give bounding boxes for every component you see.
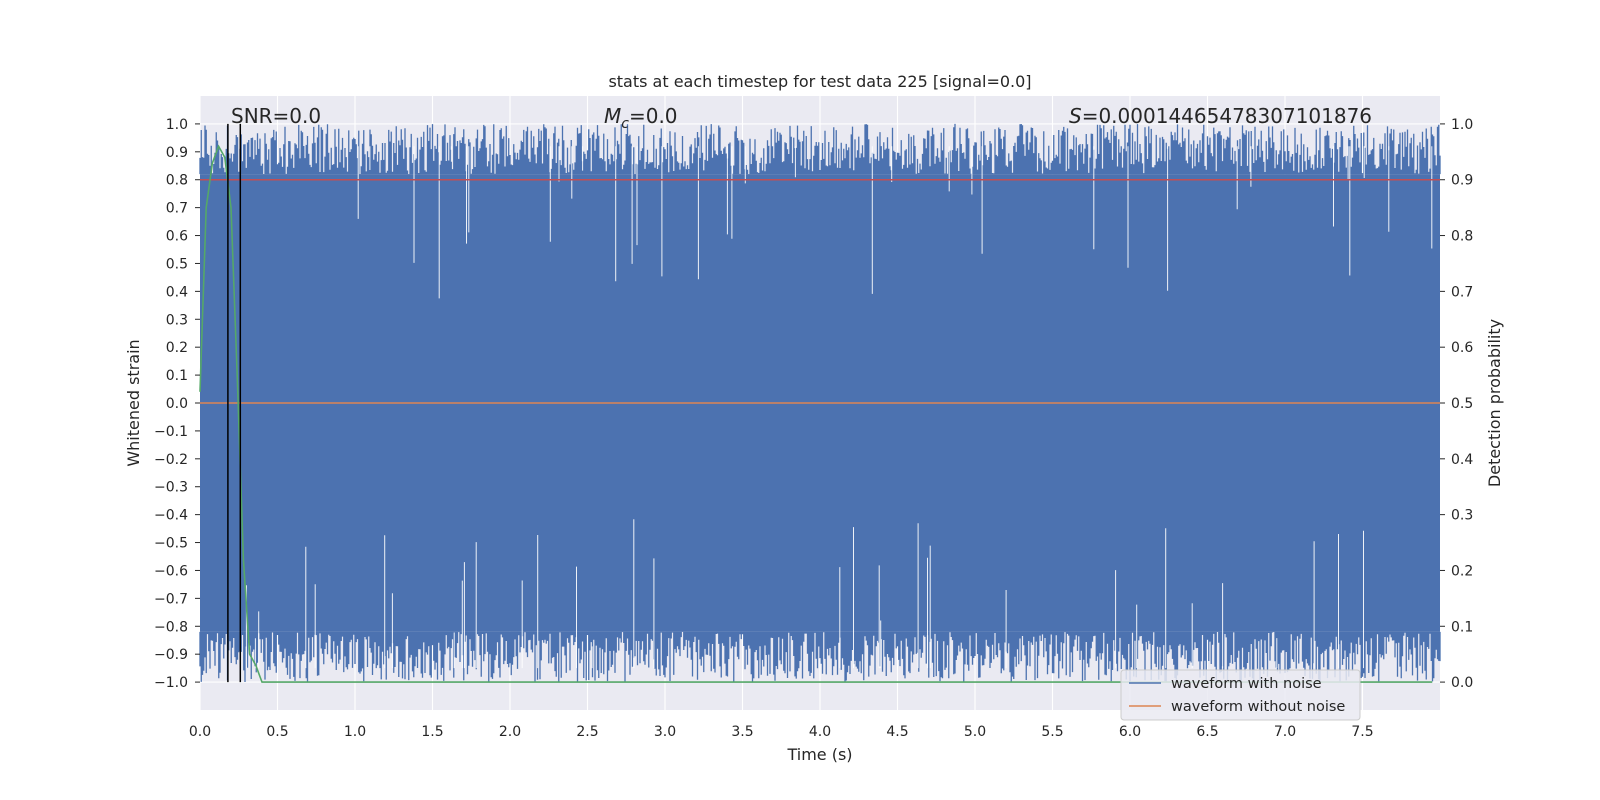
chirp-mass-annotation: Mc=0.0 <box>604 104 678 132</box>
y-tick-label: 0.3 <box>166 312 188 328</box>
x-tick-label: 6.5 <box>1196 724 1218 740</box>
x-tick-label: 7.5 <box>1351 724 1373 740</box>
y-tick-label: −0.7 <box>154 591 188 607</box>
y-tick-label: −1.0 <box>154 675 188 691</box>
y-right-tick-label: 0.0 <box>1451 675 1473 691</box>
x-tick-label: 4.0 <box>809 724 831 740</box>
y-right-tick-label: 0.9 <box>1451 173 1473 189</box>
y-tick-label: 0.5 <box>166 256 188 272</box>
chirp-mass-subscript: c <box>621 116 629 132</box>
noise-lower-peaks <box>199 631 1441 682</box>
legend-label-with-noise: waveform with noise <box>1171 676 1322 692</box>
legend: waveform with noise waveform without noi… <box>1120 669 1361 721</box>
y-tick-label: −0.4 <box>154 508 188 524</box>
y-tick-label: −0.9 <box>154 647 188 663</box>
y-tick-label: 0.9 <box>166 145 188 161</box>
noise-upper-peaks <box>199 123 1441 175</box>
score-symbol: S <box>1069 104 1082 128</box>
x-tick-label: 4.5 <box>886 724 908 740</box>
x-tick-label: 0.5 <box>266 724 288 740</box>
y-tick-label: 0.4 <box>166 284 188 300</box>
y-tick-label: −0.6 <box>154 563 188 579</box>
y-right-tick-label: 0.6 <box>1451 340 1473 356</box>
y-right-tick-label: 0.7 <box>1451 284 1473 300</box>
score-annotation: S=0.00014465478307101876 <box>1069 104 1372 128</box>
y-right-tick-label: 0.1 <box>1451 619 1473 635</box>
y-right-tick-label: 1.0 <box>1451 117 1473 133</box>
y-tick-labels: 1.0 0.9 0.8 0.7 0.6 0.5 0.4 0.3 0.2 0.1 0.0 −0.1 −0.… <box>154 117 200 691</box>
legend-label-without-noise: waveform without noise <box>1171 699 1345 715</box>
y-tick-label: −0.8 <box>154 619 188 635</box>
x-tick-label: 0.0 <box>189 724 211 740</box>
chart-title: stats at each timestep for test data 225… <box>608 72 1031 91</box>
y-tick-label: 0.1 <box>166 368 188 384</box>
noise-dips <box>245 146 1433 669</box>
chirp-mass-value: =0.0 <box>629 104 678 128</box>
x-tick-label: 3.0 <box>654 724 676 740</box>
x-tick-label: 5.5 <box>1041 724 1063 740</box>
snr-annotation: SNR=0.0 <box>231 104 321 128</box>
y-tick-label: 0.0 <box>166 396 188 412</box>
x-tick-label: 5.0 <box>964 724 986 740</box>
legend-box <box>1120 669 1361 721</box>
y-tick-label: 1.0 <box>166 117 188 133</box>
y-tick-label: 0.8 <box>166 173 188 189</box>
series-lines <box>199 123 1440 683</box>
y-right-tick-label: 0.2 <box>1451 563 1473 579</box>
x-tick-labels: 0.0 0.5 1.0 1.5 2.0 2.5 3.0 3.5 4.0 4.5 5.0 5.5 6.0 6… <box>189 724 1374 740</box>
y-right-tick-label: 0.4 <box>1451 452 1473 468</box>
y-tick-label: 0.2 <box>166 340 188 356</box>
y-right-tick-labels: 1.0 0.9 0.8 0.7 0.6 0.5 0.4 0.3 0.2 0.1 0.0 <box>1440 117 1473 691</box>
x-tick-label: 1.5 <box>421 724 443 740</box>
chirp-mass-symbol: M <box>604 104 621 128</box>
y-tick-label: −0.1 <box>154 424 188 440</box>
y-axis-right-title: Detection probability <box>1485 319 1504 487</box>
series-detection-probability <box>199 144 1433 683</box>
x-tick-label: 3.5 <box>731 724 753 740</box>
y-right-tick-label: 0.8 <box>1451 229 1473 245</box>
y-tick-label: −0.5 <box>154 536 188 552</box>
y-right-tick-label: 0.5 <box>1451 396 1473 412</box>
y-tick-label: 0.6 <box>166 229 188 245</box>
y-axis-title: Whitened strain <box>124 339 143 466</box>
y-tick-label: 0.7 <box>166 201 188 217</box>
x-tick-label: 6.0 <box>1119 724 1141 740</box>
x-tick-label: 7.0 <box>1274 724 1296 740</box>
y-right-tick-label: 0.3 <box>1451 508 1473 524</box>
x-axis-title: Time (s) <box>786 745 852 764</box>
y-tick-label: −0.3 <box>154 480 188 496</box>
y-tick-label: −0.2 <box>154 452 188 468</box>
x-tick-label: 2.0 <box>499 724 521 740</box>
x-tick-label: 1.0 <box>344 724 366 740</box>
score-value: =0.00014465478307101876 <box>1082 104 1372 128</box>
x-tick-label: 2.5 <box>576 724 598 740</box>
